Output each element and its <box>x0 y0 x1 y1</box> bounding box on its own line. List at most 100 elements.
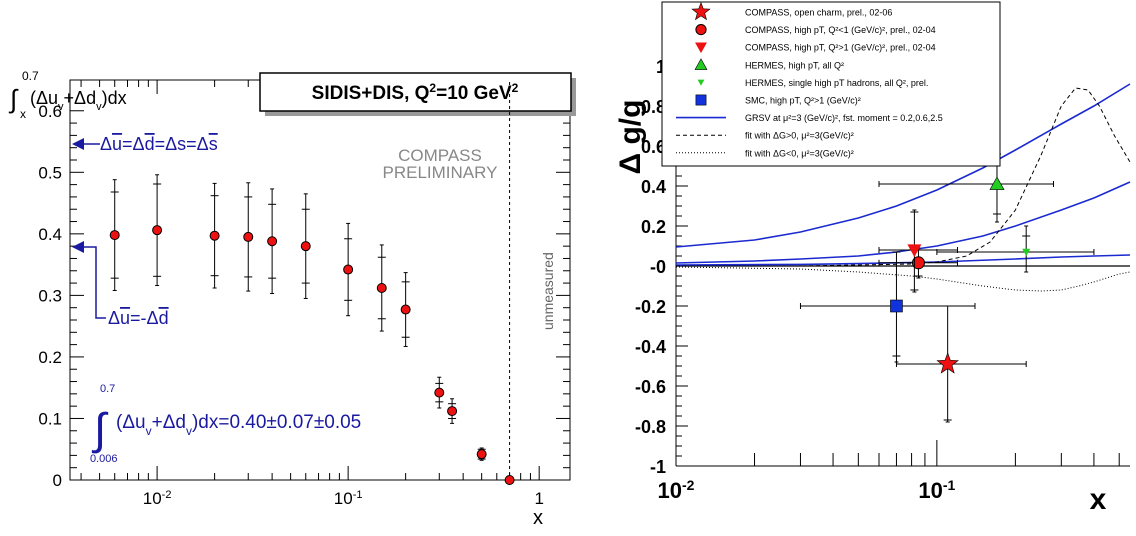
right-curve <box>675 181 1131 264</box>
legend-swatch <box>697 79 705 86</box>
left-data-point <box>400 304 411 315</box>
svg-text:(Δuv+Δdv)dx=0.40±0.07±0.05: (Δuv+Δdv)dx=0.40±0.07±0.05 <box>116 412 361 438</box>
legend-label: HERMES, single high pT hadrons, all Q², … <box>745 78 928 88</box>
svg-text:x: x <box>20 107 26 121</box>
preliminary-label: PRELIMINARY <box>383 163 498 182</box>
legend-label: fit with ΔG<0, μ²=3(GeV/c)² <box>745 148 854 158</box>
legend-label: COMPASS, open charm, prel., 02-06 <box>745 8 892 18</box>
right-points <box>799 147 1095 423</box>
left-data-point <box>376 283 387 293</box>
right-curves <box>675 83 1131 292</box>
right-data-point <box>936 352 959 374</box>
right-ytick-label: 0.4 <box>641 177 666 197</box>
right-xtick-label: 10-1 <box>918 477 955 503</box>
left-ytick-label: 0 <box>53 471 62 490</box>
sea-arrow-top: Δu=Δd=Δs=Δs <box>72 134 218 154</box>
svg-text:0.7: 0.7 <box>100 383 115 395</box>
left-data-point <box>243 231 254 242</box>
left-ytick-label: 0.6 <box>38 102 62 121</box>
sea-arrow-bottom: Δu=-Δd <box>72 241 169 328</box>
unmeasured-label: unmeasured <box>540 252 556 330</box>
right-curve <box>675 254 1131 266</box>
left-ylabel: ∫ 0.7 x (Δuv+Δdv)dx <box>8 69 127 121</box>
integral-annotation: ∫ 0.7 0.006 (Δuv+Δdv)dx=0.40±0.07±0.05 <box>90 383 361 465</box>
left-data-point <box>476 449 487 460</box>
right-ytick-label: -0.4 <box>635 337 666 357</box>
left-title: SIDIS+DIS, Q2=10 GeV2 <box>312 81 519 104</box>
legend-label: fit with ΔG>0, μ²=3(GeV/c)² <box>745 131 854 141</box>
legend-swatch <box>695 42 707 54</box>
left-ytick-label: 0.4 <box>38 225 62 244</box>
right-curve <box>676 87 1131 267</box>
svg-text:0.7: 0.7 <box>22 69 39 83</box>
left-title-box: SIDIS+DIS, Q2=10 GeV2 <box>259 72 576 116</box>
left-ytick-label: 0.1 <box>38 409 62 428</box>
svg-text:0.006: 0.006 <box>90 453 118 465</box>
left-data-point <box>300 241 311 252</box>
legend-item: COMPASS, open charm, prel., 02-06 <box>691 1 892 21</box>
legend-item: COMPASS, high pT, Q²>1 (GeV/c)², prel., … <box>695 42 936 54</box>
right-ytick-label: -0.6 <box>635 377 666 397</box>
left-xtick-label: 10-1 <box>334 489 363 508</box>
right-ylabel: Δ g/g <box>614 100 647 175</box>
left-ytick-label: 0.3 <box>38 286 62 305</box>
left-data-point <box>267 236 278 247</box>
right-data-point <box>1022 248 1031 256</box>
left-chart: 0 0.1 0.2 0.3 0.4 0.5 0.6 10-2 10-1 1 SIDIS+DIS, … <box>8 69 576 529</box>
left-xtick-label: 10-2 <box>143 489 172 508</box>
left-xtick-label: 1 <box>534 489 543 508</box>
legend-swatch <box>694 58 708 70</box>
left-data-point <box>504 475 515 485</box>
compass-label: COMPASS <box>398 146 482 165</box>
legend-label: COMPASS, high pT, Q²<1 (GeV/c)², prel., … <box>745 25 936 35</box>
left-data-point <box>209 230 220 241</box>
right-ytick-label: 0.2 <box>641 217 666 237</box>
right-data-point <box>907 244 922 257</box>
left-data-point <box>109 230 120 241</box>
right-ytick-label: -0 <box>650 257 666 277</box>
legend-swatch <box>691 1 711 21</box>
right-ytick-label: 0.6 <box>641 137 666 157</box>
right-data-point <box>911 256 925 270</box>
left-data-point <box>434 387 445 398</box>
right-ytick-label: -0.2 <box>635 297 666 317</box>
sea-label-bottom: Δu=-Δd <box>108 308 169 328</box>
left-data-point <box>343 264 354 275</box>
legend-swatch <box>695 94 707 106</box>
left-data-point <box>152 225 163 236</box>
left-data-point <box>447 406 458 417</box>
legend-label: SMC, high pT, Q²>1 (GeV/c)² <box>745 96 861 106</box>
right-data-point <box>989 176 1005 190</box>
legend-item: SMC, high pT, Q²>1 (GeV/c)² <box>695 94 861 106</box>
sea-label-top: Δu=Δd=Δs=Δs <box>100 134 218 154</box>
right-chart: -1 -0.8 -0.6 -0.4 -0.2 -0 0.2 0.4 0.6 0.8 1 10-2 10-… <box>614 1 1131 516</box>
right-ytick-label: 0.8 <box>641 97 666 117</box>
legend-item: HERMES, high pT, all Q² <box>694 58 844 70</box>
legend-label: HERMES, high pT, all Q² <box>745 60 844 70</box>
svg-text:∫: ∫ <box>91 405 109 454</box>
right-ytick-label: -1 <box>650 457 666 477</box>
right-xtick-label: 10-2 <box>658 477 695 503</box>
left-ytick-label: 0.5 <box>38 163 62 182</box>
legend-label: COMPASS, high pT, Q²>1 (GeV/c)², prel., … <box>745 43 936 53</box>
legend-swatch <box>695 24 707 36</box>
legend-item: fit with ΔG<0, μ²=3(GeV/c)² <box>676 148 854 158</box>
right-xlabel: x <box>1090 483 1107 516</box>
right-ytick-label: 1 <box>656 57 666 77</box>
legend-item: GRSV at μ²=3 (GeV/c)², fst. moment = 0.2… <box>676 113 943 123</box>
left-points <box>109 174 515 485</box>
legend-item: COMPASS, high pT, Q²<1 (GeV/c)², prel., … <box>695 24 936 36</box>
legend-item: fit with ΔG>0, μ²=3(GeV/c)² <box>676 131 854 141</box>
left-xlabel: x <box>533 507 543 529</box>
legend-label: GRSV at μ²=3 (GeV/c)², fst. moment = 0.2… <box>745 113 943 123</box>
right-curve <box>675 83 1131 248</box>
right-legend: COMPASS, open charm, prel., 02-06 COMPASS… <box>661 1 1001 167</box>
right-data-point <box>890 299 903 313</box>
legend-item: HERMES, single high pT hadrons, all Q², … <box>697 78 928 88</box>
svg-text:∫: ∫ <box>8 84 19 114</box>
right-ytick-label: -0.8 <box>635 417 666 437</box>
right-curve <box>675 266 1131 292</box>
right-axes: -1 -0.8 -0.6 -0.4 -0.2 -0 0.2 0.4 0.6 0.8 1 10-2 10-… <box>635 57 1130 503</box>
left-ytick-label: 0.2 <box>38 348 62 367</box>
